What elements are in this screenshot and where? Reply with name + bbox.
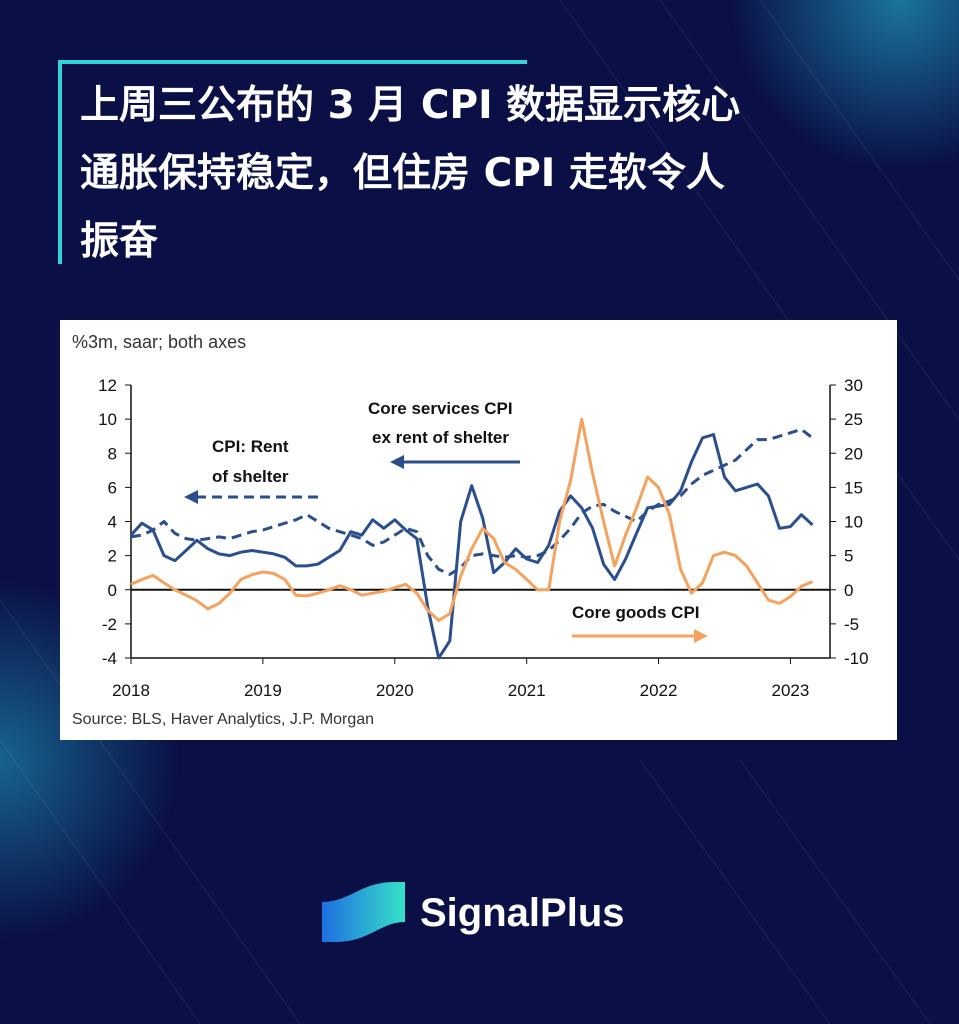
annotation: CPI: Rent xyxy=(212,437,289,456)
brand-name: SignalPlus xyxy=(420,891,625,935)
y2-tick-label: 0 xyxy=(844,581,853,600)
title-line: 振奋 xyxy=(80,219,158,264)
y2-tick-label: 25 xyxy=(844,410,863,429)
x-tick-label: 2022 xyxy=(640,681,678,700)
x-tick-label: 2023 xyxy=(772,681,810,700)
annotation: Core services CPI xyxy=(368,399,513,418)
y2-tick-label: -5 xyxy=(844,615,859,634)
y2-tick-label: 30 xyxy=(844,376,863,395)
x-tick-label: 2019 xyxy=(244,681,282,700)
y2-tick-label: 5 xyxy=(844,547,853,566)
axis-note: %3m, saar; both axes xyxy=(72,332,246,352)
y-tick-label: 12 xyxy=(98,376,117,395)
y2-tick-label: 20 xyxy=(844,444,863,463)
y-tick-label: 0 xyxy=(108,581,117,600)
series-line xyxy=(130,427,814,576)
x-tick-label: 2018 xyxy=(112,681,150,700)
y-tick-label: -2 xyxy=(102,615,117,634)
source: Source: BLS, Haver Analytics, J.P. Morga… xyxy=(72,711,374,728)
chart-panel xyxy=(60,320,897,740)
y2-tick-label: 10 xyxy=(844,513,863,532)
series-line xyxy=(129,433,814,660)
title-line: 通胀保持稳定，但住房 CPI 走软令人 xyxy=(80,151,725,196)
logo-icon xyxy=(322,882,405,942)
y-tick-label: 8 xyxy=(108,444,117,463)
series-line xyxy=(130,417,814,622)
arrow-head xyxy=(390,455,404,469)
x-tick-label: 2020 xyxy=(376,681,414,700)
annotation: Core goods CPI xyxy=(572,603,700,622)
annotation: ex rent of shelter xyxy=(372,428,509,447)
y2-tick-label: 15 xyxy=(844,478,863,497)
arrow-head xyxy=(184,490,198,504)
y-tick-label: 2 xyxy=(108,547,117,566)
y2-tick-label: -10 xyxy=(844,649,869,668)
y-tick-label: 10 xyxy=(98,410,117,429)
title-line: 上周三公布的 3 月 CPI 数据显示核心 xyxy=(80,83,740,128)
y-tick-label: -4 xyxy=(102,649,117,668)
x-tick-label: 2021 xyxy=(508,681,546,700)
y-tick-label: 6 xyxy=(108,478,117,497)
y-tick-label: 4 xyxy=(108,513,117,532)
arrow-head xyxy=(694,629,708,643)
annotation: of shelter xyxy=(212,467,289,486)
